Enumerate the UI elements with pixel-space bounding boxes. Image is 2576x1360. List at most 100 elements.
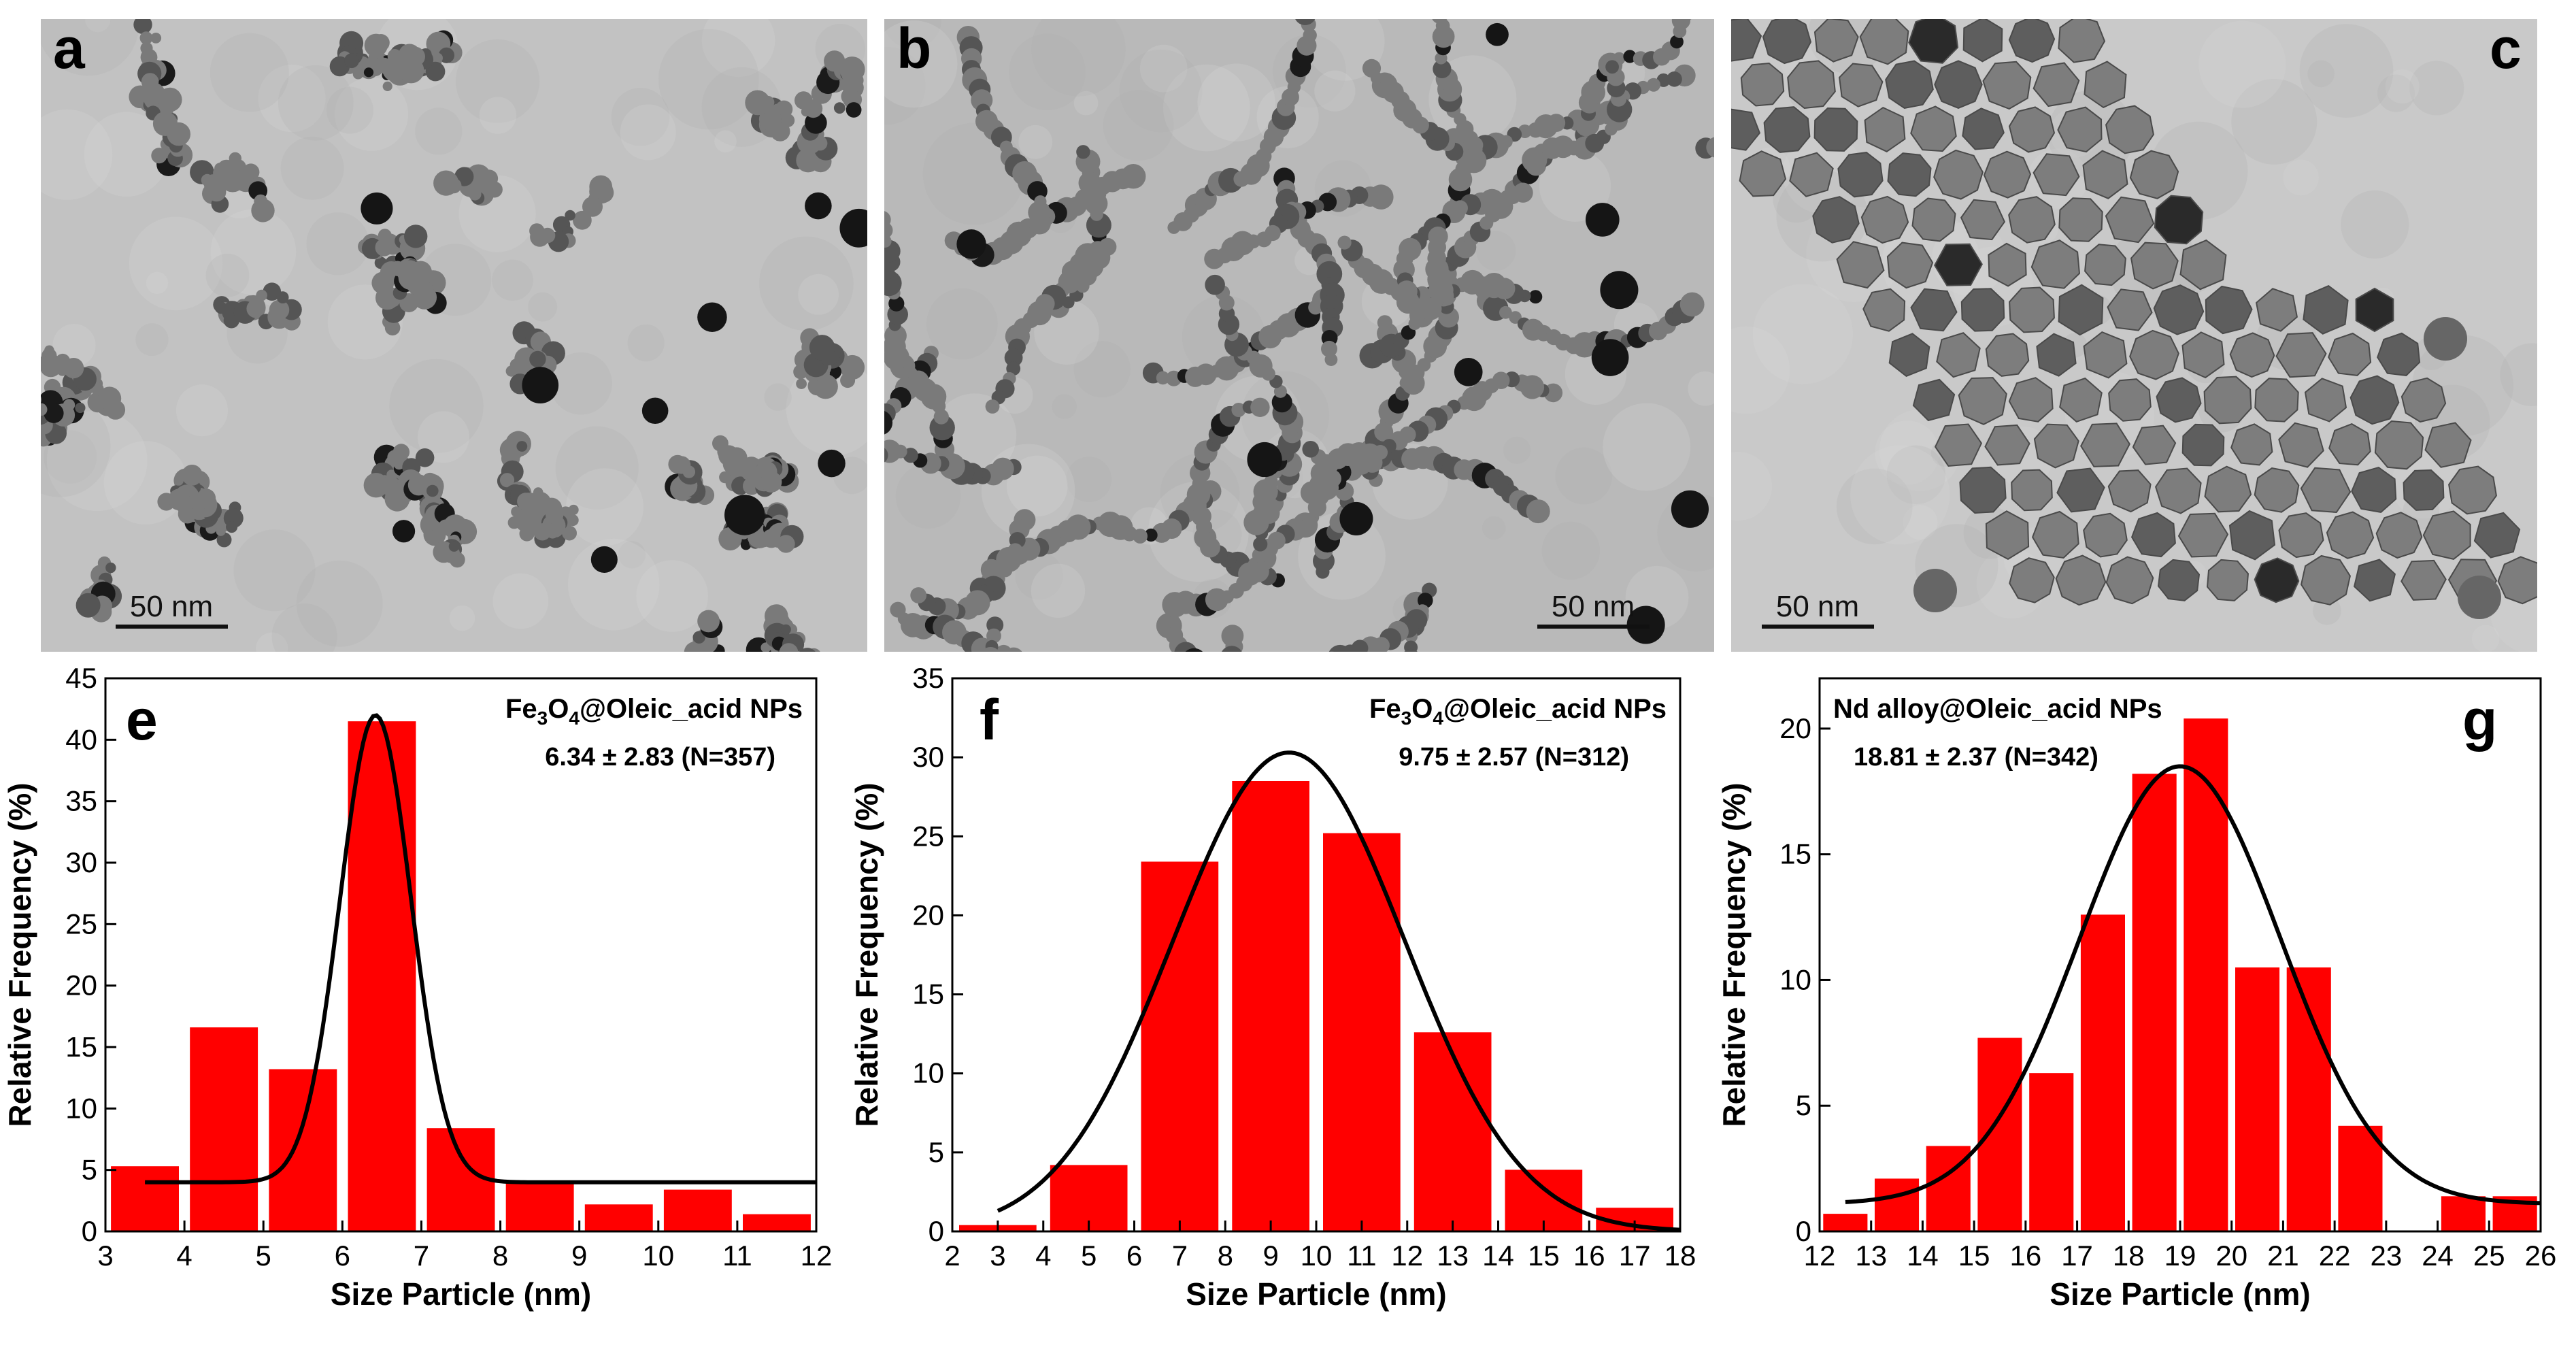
y-tick-label: 25 — [912, 820, 944, 852]
background-texture — [456, 39, 540, 123]
background-texture — [1603, 403, 1691, 491]
nanoparticle — [2155, 467, 2202, 514]
y-tick-label: 15 — [65, 1031, 97, 1063]
nanoparticle — [1418, 593, 1433, 608]
x-tick-label: 17 — [2061, 1240, 2093, 1272]
nanoparticle — [2401, 377, 2447, 423]
background-texture — [2500, 343, 2537, 406]
y-tick-label: 15 — [1779, 838, 1811, 870]
nanoparticle — [1959, 466, 2007, 514]
nanoparticle — [2105, 105, 2154, 154]
y-tick-label: 45 — [65, 662, 97, 694]
nanoparticle — [2351, 467, 2397, 513]
nanoparticle — [2179, 239, 2227, 291]
nanoparticle — [1787, 60, 1836, 110]
nanoparticle — [2497, 556, 2537, 605]
nanoparticle — [2080, 422, 2130, 467]
nanoparticle — [697, 302, 727, 332]
nanoparticle — [748, 94, 767, 114]
nanoparticle — [1933, 149, 1984, 200]
nanoparticle — [2424, 317, 2467, 361]
nanoparticle — [841, 88, 858, 105]
histogram-bar — [2080, 914, 2125, 1231]
background-texture — [2313, 596, 2341, 625]
nanoparticle — [1859, 19, 1909, 65]
background-texture — [555, 426, 639, 510]
histogram-bar — [743, 1214, 811, 1231]
nanoparticle — [2058, 19, 2106, 63]
nanoparticle — [226, 520, 238, 533]
nanoparticle — [1936, 332, 1981, 378]
nanoparticle — [1321, 340, 1337, 357]
background-texture — [2299, 24, 2394, 118]
histogram-bar — [1050, 1165, 1128, 1231]
nanoparticle — [779, 643, 799, 652]
background-texture — [1009, 33, 1086, 111]
nanoparticle — [573, 210, 592, 230]
nanoparticle — [1912, 378, 1956, 422]
background-texture — [895, 463, 961, 529]
x-tick-label: 5 — [256, 1240, 271, 1272]
nanoparticle — [1339, 501, 1373, 535]
nanoparticle — [1252, 547, 1268, 563]
background-texture — [205, 254, 250, 297]
nanoparticle — [1218, 305, 1235, 322]
nanoparticle — [1273, 384, 1287, 398]
x-tick-label: 20 — [2215, 1240, 2247, 1272]
nanoparticle — [133, 19, 152, 34]
nanoparticle — [522, 367, 559, 403]
nanoparticle — [2349, 375, 2400, 425]
nanoparticle — [641, 397, 669, 425]
nanoparticle — [426, 484, 439, 497]
tem-image-a: 50 nm a — [41, 19, 867, 652]
nanoparticle — [1731, 19, 1762, 62]
nanoparticle — [1433, 59, 1452, 78]
micrograph-a: 50 nm a — [41, 19, 867, 652]
nanoparticle — [1004, 348, 1023, 367]
background-texture — [1850, 445, 1950, 545]
x-tick-label: 11 — [722, 1240, 752, 1272]
nanoparticle — [1885, 60, 1934, 110]
x-tick-label: 14 — [1482, 1240, 1514, 1272]
nanoparticle — [1303, 28, 1317, 42]
nanoparticle — [1156, 371, 1170, 385]
y-axis-label: Relative Frequency (%) — [849, 782, 884, 1127]
nanoparticle — [910, 587, 927, 603]
y-tick-label: 0 — [82, 1215, 97, 1247]
y-tick-label: 5 — [929, 1136, 944, 1168]
background-texture — [658, 29, 759, 130]
histogram-bar — [2029, 1073, 2074, 1231]
histogram-bar — [348, 721, 416, 1231]
nanoparticle — [982, 647, 999, 652]
nanoparticle — [1454, 358, 1483, 386]
nanoparticle — [2328, 332, 2372, 376]
chart-title: Fe3O4@Oleic_acid NPs — [505, 694, 803, 729]
background-texture — [146, 271, 169, 295]
nanoparticle — [888, 295, 905, 312]
background-texture — [233, 529, 316, 612]
background-texture — [306, 212, 369, 276]
nanoparticle — [697, 610, 720, 633]
nanoparticle — [352, 68, 364, 80]
nanoparticle — [76, 593, 101, 618]
nanoparticle — [2033, 423, 2079, 469]
nanoparticle — [2254, 378, 2299, 422]
background-texture — [84, 112, 169, 197]
background-texture — [1197, 63, 1275, 142]
nanoparticle — [1910, 288, 1958, 332]
nanoparticle — [1812, 196, 1860, 244]
x-tick-label: 9 — [1262, 1240, 1278, 1272]
nanoparticle — [2008, 106, 2056, 153]
gaussian-fit-line — [145, 713, 816, 1184]
nanoparticle — [432, 52, 444, 63]
nanoparticle — [884, 448, 888, 463]
nanoparticle — [1813, 19, 1859, 63]
background-texture — [335, 77, 409, 151]
nanoparticle — [1960, 199, 2006, 241]
x-tick-label: 4 — [1035, 1240, 1051, 1272]
nanoparticle — [1097, 512, 1123, 537]
histogram-bar — [1141, 861, 1219, 1231]
nanoparticle — [1362, 59, 1382, 78]
nanoparticle — [771, 103, 784, 116]
